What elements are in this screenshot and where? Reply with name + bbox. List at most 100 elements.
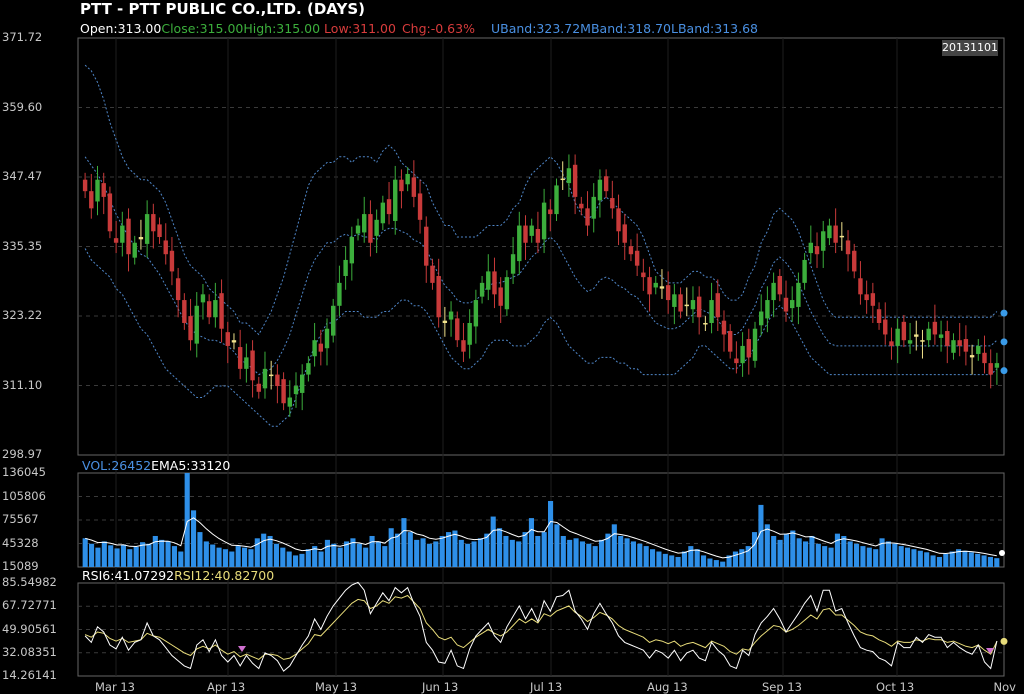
- volume-bar: [171, 546, 177, 567]
- candle-body: [244, 357, 249, 369]
- ohlc-info-line: Open:313.00Close:315.00High:315.00 Low:31…: [80, 21, 758, 36]
- x-tick-label: Apr 13: [207, 680, 246, 694]
- volume-bar: [650, 549, 656, 567]
- candle-body: [299, 374, 305, 393]
- candle-body: [889, 341, 894, 346]
- candle-body: [194, 305, 199, 344]
- volume-bar: [834, 533, 840, 567]
- candle-body: [467, 322, 472, 345]
- volume-bar: [350, 538, 356, 567]
- volume-value: VOL:26452: [82, 458, 152, 473]
- volume-bar: [261, 533, 267, 567]
- candle-body: [188, 316, 193, 341]
- volume-bar: [924, 552, 930, 567]
- candle-body: [752, 328, 758, 361]
- volume-bar: [95, 547, 101, 567]
- volume-bar: [203, 541, 209, 567]
- candle-body: [678, 294, 683, 312]
- candle-body: [399, 179, 404, 192]
- volume-bar: [592, 546, 598, 567]
- candle-body: [250, 350, 255, 381]
- volume-bar: [917, 550, 923, 567]
- volume-bar: [414, 539, 420, 567]
- volume-bar: [344, 541, 350, 567]
- volume-bar: [305, 549, 311, 567]
- volume-bar: [318, 551, 324, 567]
- volume-bar: [554, 524, 560, 567]
- x-tick-label: Jul 13: [530, 680, 563, 694]
- volume-bar: [516, 541, 522, 567]
- volume-bar: [783, 533, 789, 567]
- candle-body: [455, 318, 460, 341]
- candle-body: [566, 168, 572, 184]
- candle-body: [486, 271, 491, 290]
- volume-bar: [854, 543, 860, 567]
- candle-body: [405, 173, 410, 185]
- volume-bar: [465, 543, 471, 567]
- candle-body: [430, 265, 435, 283]
- change-value: Chg:-0.63%: [401, 21, 475, 36]
- rsi-low-marker: [238, 646, 246, 652]
- volume-bar: [962, 550, 968, 567]
- volume-bar: [809, 535, 815, 567]
- candle-body: [858, 278, 863, 295]
- candle-body: [126, 218, 131, 255]
- rsi6-line: [84, 581, 998, 672]
- volume-legend: VOL:26452EMA5:33120: [82, 458, 230, 473]
- volume-bar: [452, 530, 458, 567]
- volume-bar: [707, 558, 713, 567]
- candle-body: [740, 345, 745, 364]
- candle-body: [219, 293, 224, 329]
- candle-body: [82, 179, 88, 192]
- candle-body: [380, 202, 386, 224]
- candle-body: [634, 250, 640, 266]
- candle-body: [479, 282, 485, 297]
- volume-bar: [739, 549, 745, 567]
- volume-bar: [860, 546, 866, 567]
- candle-body: [771, 282, 776, 301]
- candle-body: [914, 334, 919, 337]
- volume-bar: [956, 549, 962, 567]
- chart-title: PTT - PTT PUBLIC CO.,LTD. (DAYS): [80, 0, 365, 18]
- volume-bar: [892, 543, 898, 567]
- volume-bar: [656, 551, 662, 567]
- y-tick-label: 311.10: [2, 377, 43, 392]
- volume-bar: [873, 549, 879, 567]
- candle-body: [393, 179, 398, 221]
- volume-bar: [796, 538, 802, 567]
- volume-bar: [975, 553, 981, 567]
- candle-body: [411, 177, 417, 197]
- candle-body: [498, 287, 503, 306]
- volume-bar: [968, 552, 974, 567]
- date-badge: 20131101: [942, 40, 998, 56]
- y-tick-label: 136045: [2, 465, 46, 479]
- volume-bar: [630, 541, 636, 567]
- candle-body: [374, 219, 379, 236]
- candle-body: [610, 198, 615, 209]
- volume-bar: [477, 538, 483, 567]
- volume-bar: [248, 549, 254, 567]
- y-tick-label: 371.72: [2, 30, 43, 44]
- candle-body: [95, 179, 100, 202]
- candle-body: [957, 340, 962, 346]
- candle-body: [976, 345, 981, 354]
- candle-body: [163, 240, 168, 255]
- volume-bar: [503, 535, 509, 567]
- candle-body: [535, 228, 541, 243]
- close-value: Close:315.00: [161, 21, 244, 36]
- rsi6-value: RSI6:41.07292: [82, 568, 175, 583]
- y-tick-label: 32.08351: [2, 644, 57, 659]
- volume-bar: [388, 528, 394, 567]
- candle-body: [994, 363, 1000, 368]
- candle-body: [734, 358, 739, 364]
- y-tick-label: 323.22: [2, 308, 43, 322]
- candle-body: [895, 328, 900, 346]
- candle-body: [461, 340, 466, 352]
- volume-bar: [771, 535, 777, 567]
- candle-body: [523, 225, 528, 243]
- volume-bar: [586, 543, 592, 567]
- upper-band-value: UBand:323.72: [490, 21, 581, 36]
- volume-bar: [471, 541, 477, 567]
- middle-band-value: MBand:318.70: [580, 21, 671, 36]
